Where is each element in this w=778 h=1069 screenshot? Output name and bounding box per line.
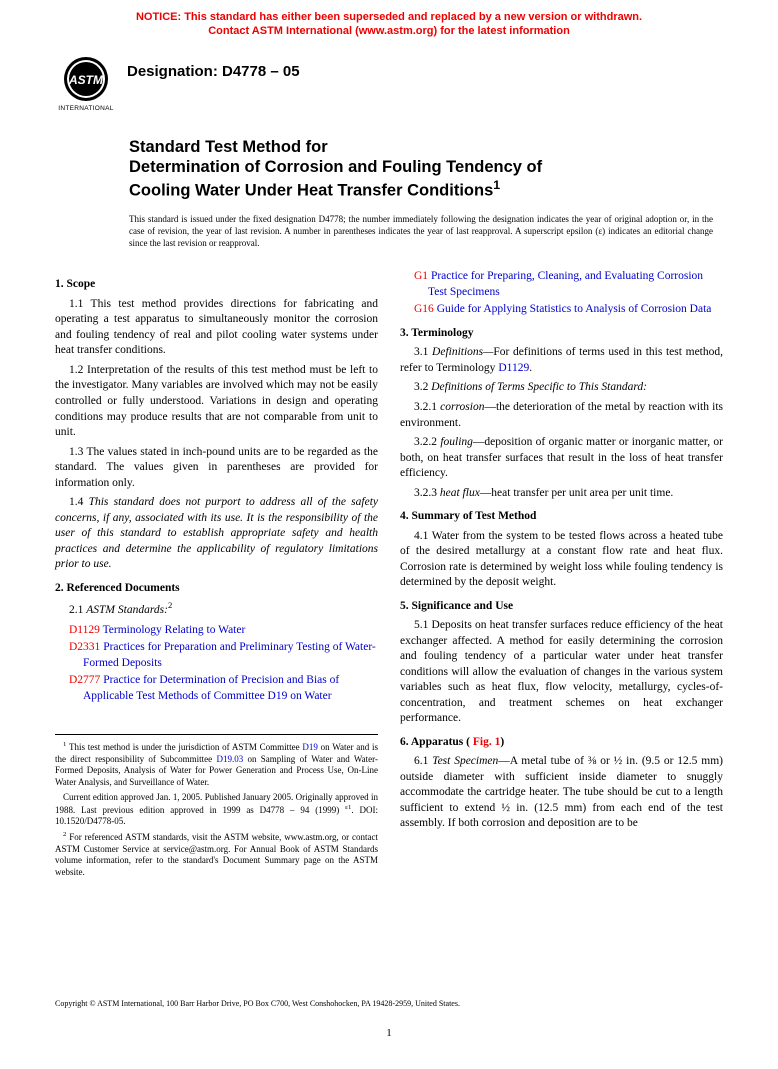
para-1-1: 1.1 This test method provides directions… — [55, 297, 378, 359]
para-1-2: 1.2 Interpretation of the results of thi… — [55, 363, 378, 441]
ref-code: D2777 — [69, 674, 100, 686]
footnote-1b: Current edition approved Jan. 1, 2005. P… — [55, 792, 378, 828]
para-4-1: 4.1 Water from the system to be tested f… — [400, 529, 723, 591]
p323-italic: heat flux — [440, 487, 480, 499]
para-1-4-pre: 1.4 — [69, 496, 89, 508]
title-line-1: Standard Test Method for — [129, 138, 328, 156]
refs-intro-pre: 2.1 — [69, 604, 86, 616]
p31-post-b: . — [529, 362, 532, 374]
p61-italic: Test Specimen — [432, 755, 498, 767]
p323-post: —heat transfer per unit area per unit ti… — [480, 487, 674, 499]
ref-code: D1129 — [69, 624, 100, 636]
section-5-heading: 5. Significance and Use — [400, 599, 723, 615]
p322-italic: fouling — [440, 436, 473, 448]
notice-line-2: Contact ASTM International (www.astm.org… — [208, 25, 570, 37]
section-3-heading: 3. Terminology — [400, 326, 723, 342]
ref-item-d1129[interactable]: D1129 Terminology Relating to Water — [55, 623, 378, 639]
title-line-3: Cooling Water Under Heat Transfer Condit… — [129, 181, 493, 199]
p31-link[interactable]: D1129 — [498, 362, 529, 374]
refs-intro-sup: 2 — [168, 600, 172, 610]
p32-italic: Definitions of Terms Specific to This St… — [431, 381, 647, 393]
fn1-link-d19[interactable]: D19 — [302, 742, 318, 752]
ref-code: G16 — [414, 303, 434, 315]
p322-pre: 3.2.2 — [414, 436, 440, 448]
page-number: 1 — [55, 1027, 723, 1039]
fn2-text: For referenced ASTM standards, visit the… — [55, 832, 378, 877]
fn1d-pre: Current edition approved Jan. 1, 2005. P… — [55, 792, 378, 815]
para-3-2-2: 3.2.2 fouling—deposition of organic matt… — [400, 435, 723, 482]
ref-text: Practice for Preparing, Cleaning, and Ev… — [428, 270, 703, 298]
p31-italic: Definitions— — [432, 346, 493, 358]
para-3-1: 3.1 Definitions—For definitions of terms… — [400, 345, 723, 376]
para-1-4-italic: This standard does not purport to addres… — [55, 496, 378, 570]
section-4-heading: 4. Summary of Test Method — [400, 509, 723, 525]
refs-intro: 2.1 ASTM Standards:2 — [55, 600, 378, 618]
ref-code: G1 — [414, 270, 428, 282]
para-1-4: 1.4 This standard does not purport to ad… — [55, 495, 378, 573]
ref-text: Practice for Determination of Precision … — [83, 674, 339, 702]
sec6-post: ) — [500, 736, 504, 748]
ref-text: Terminology Relating to Water — [103, 624, 246, 636]
footnote-1a: 1 This test method is under the jurisdic… — [55, 741, 378, 789]
body-columns: 1. Scope 1.1 This test method provides d… — [55, 269, 723, 878]
footnote-2: 2 For referenced ASTM standards, visit t… — [55, 831, 378, 879]
p61-pre: 6.1 — [414, 755, 432, 767]
copyright-line: Copyright © ASTM International, 100 Barr… — [55, 999, 723, 1009]
notice-line-1: NOTICE: This standard has either been su… — [136, 11, 642, 23]
p323-pre: 3.2.3 — [414, 487, 440, 499]
section-2-heading: 2. Referenced Documents — [55, 581, 378, 597]
page-container: NOTICE: This standard has either been su… — [0, 0, 778, 1069]
ref-item-g1[interactable]: G1 Practice for Preparing, Cleaning, and… — [400, 269, 723, 300]
header-row: ASTM INTERNATIONAL Designation: D4778 – … — [55, 53, 723, 115]
astm-logo-icon: ASTM INTERNATIONAL — [55, 53, 117, 115]
title-line-2: Determination of Corrosion and Fouling T… — [129, 158, 542, 176]
fn1-link-d1903[interactable]: D19.03 — [216, 754, 243, 764]
fig-1-link[interactable]: Fig. 1 — [473, 736, 500, 748]
para-3-2-1: 3.2.1 corrosion—the deterioration of the… — [400, 400, 723, 431]
p321-italic: corrosion — [440, 401, 484, 413]
fn1-text-a: This test method is under the jurisdicti… — [66, 742, 302, 752]
para-6-1: 6.1 Test Specimen—A metal tube of ⅜ or ½… — [400, 754, 723, 832]
para-3-2: 3.2 Definitions of Terms Specific to Thi… — [400, 380, 723, 396]
ref-text: Practices for Preparation and Preliminar… — [83, 641, 376, 669]
document-title: Standard Test Method for Determination o… — [129, 137, 723, 201]
p321-pre: 3.2.1 — [414, 401, 440, 413]
ref-item-g16[interactable]: G16 Guide for Applying Statistics to Ana… — [400, 302, 723, 318]
para-1-3: 1.3 The values stated in inch-pound unit… — [55, 445, 378, 492]
notice-banner: NOTICE: This standard has either been su… — [55, 0, 723, 43]
refs-intro-italic: ASTM Standards: — [86, 604, 168, 616]
ref-text: Guide for Applying Statistics to Analysi… — [437, 303, 712, 315]
ref-code: D2331 — [69, 641, 100, 653]
p32-pre: 3.2 — [414, 381, 431, 393]
section-1-heading: 1. Scope — [55, 277, 378, 293]
p31-pre: 3.1 — [414, 346, 432, 358]
para-3-2-3: 3.2.3 heat flux—heat transfer per unit a… — [400, 486, 723, 502]
sec6-pre: 6. Apparatus ( — [400, 736, 473, 748]
section-6-heading: 6. Apparatus ( Fig. 1) — [400, 735, 723, 751]
svg-text:ASTM: ASTM — [68, 73, 104, 87]
ref-item-d2777[interactable]: D2777 Practice for Determination of Prec… — [55, 673, 378, 704]
designation-label: Designation: D4778 – 05 — [127, 53, 300, 80]
title-superscript: 1 — [493, 178, 500, 192]
para-5-1: 5.1 Deposits on heat transfer surfaces r… — [400, 618, 723, 727]
ref-item-d2331[interactable]: D2331 Practices for Preparation and Prel… — [55, 640, 378, 671]
issuance-note: This standard is issued under the fixed … — [129, 213, 723, 249]
footnotes-block: 1 This test method is under the jurisdic… — [55, 734, 378, 879]
svg-text:INTERNATIONAL: INTERNATIONAL — [58, 105, 114, 112]
